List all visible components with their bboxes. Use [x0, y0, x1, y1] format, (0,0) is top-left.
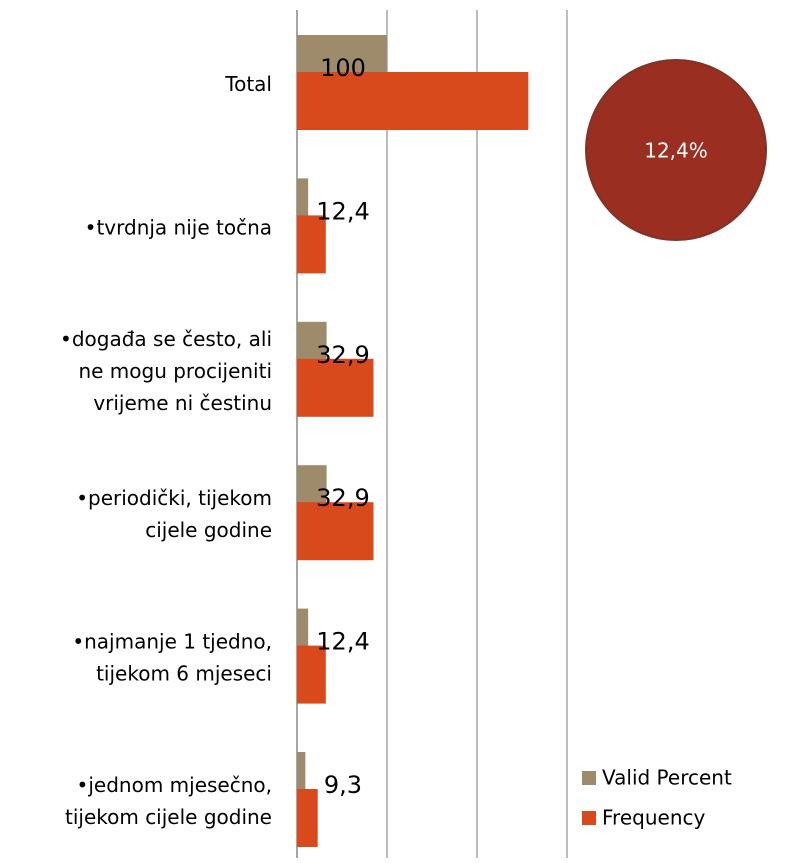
annotation: 12,4%	[644, 139, 708, 163]
bar	[297, 215, 326, 274]
category-label: •periodički, tijekom cijele godine	[76, 486, 272, 542]
data-label: 32,9	[316, 484, 369, 512]
data-label: 100	[320, 54, 366, 82]
category-label: •jednom mjesečno, tijekom cijele godine	[65, 773, 272, 829]
legend-swatch	[582, 811, 596, 825]
annotation-circle	[585, 59, 767, 241]
category-label: •događa se često, ali ne mogu procijeniti…	[60, 326, 272, 414]
legend-label: Valid Percent	[602, 766, 732, 790]
bar	[297, 358, 374, 417]
bar	[297, 178, 309, 239]
data-label: 12,4	[316, 628, 369, 656]
legend-swatch	[582, 771, 596, 785]
bar	[297, 789, 318, 847]
legend-label: Frequency	[602, 806, 705, 830]
bar	[297, 645, 326, 704]
data-label: 32,9	[316, 341, 369, 369]
category-label: Total	[224, 72, 272, 96]
bar	[297, 608, 309, 669]
category-label: •tvrdnja nije točna	[85, 215, 272, 239]
data-label: 12,4	[316, 197, 369, 225]
bar	[297, 502, 374, 561]
bar	[297, 72, 529, 130]
category-label: •najmanje 1 tjedno, tijekom 6 mjeseci	[72, 629, 272, 685]
data-label: 9,3	[324, 771, 362, 799]
bar	[297, 752, 306, 812]
